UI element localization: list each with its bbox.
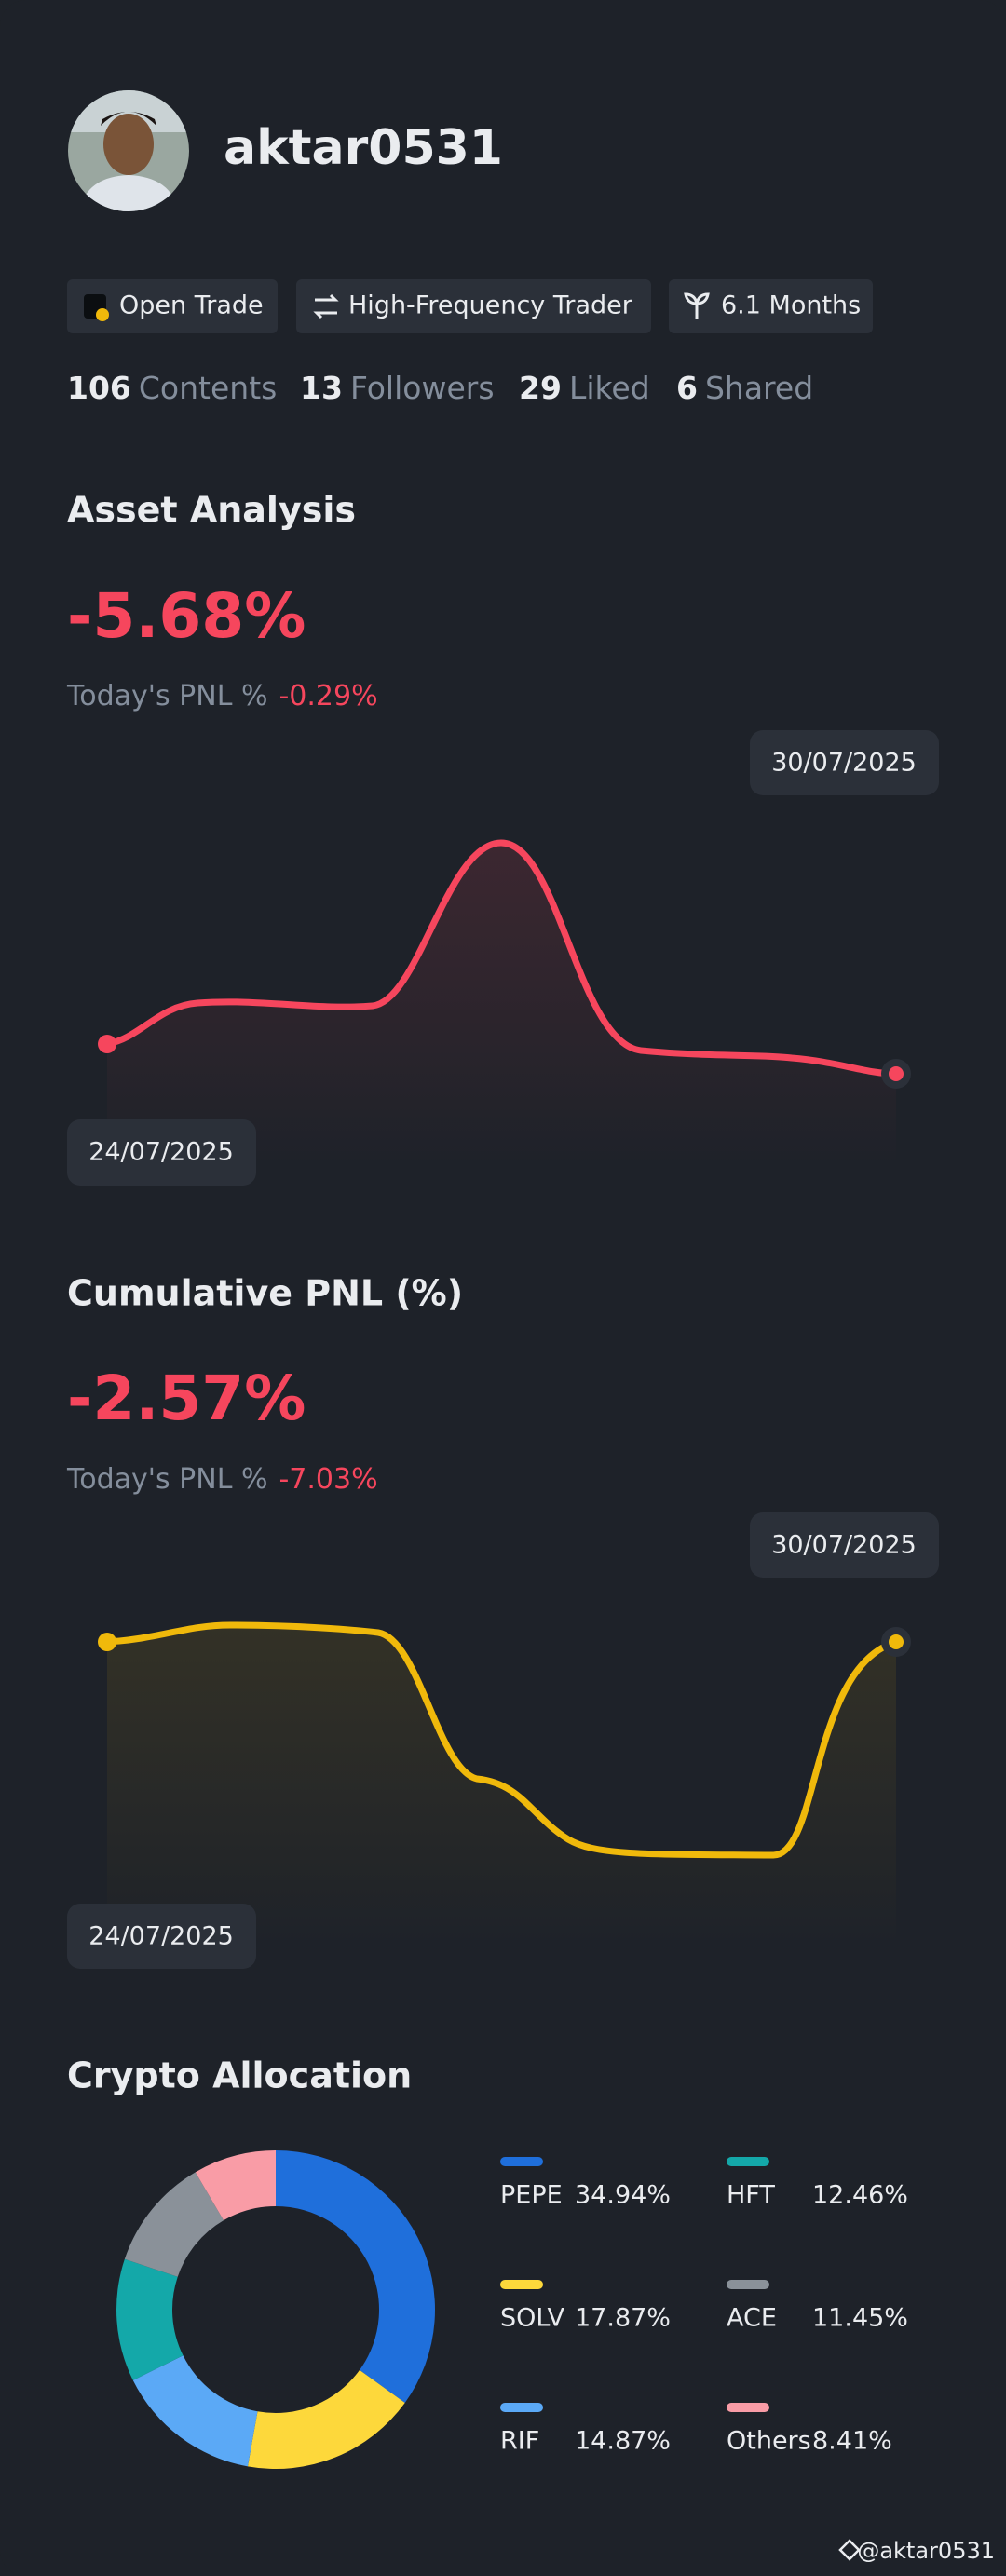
donut-segment xyxy=(124,2172,224,2277)
legend-value: 14.87% xyxy=(575,2427,671,2456)
donut-segment xyxy=(276,2150,435,2403)
badge: 6.1 Months xyxy=(669,279,873,333)
watermark: @aktar0531 xyxy=(838,2538,995,2564)
stat-count: 6 xyxy=(676,370,698,406)
stat-label: Followers xyxy=(350,370,495,406)
legend-value: 17.87% xyxy=(575,2304,671,2333)
watermark-text: @aktar0531 xyxy=(857,2538,995,2564)
stats: 106 Contents 13 Followers 29 Liked 6 Shared xyxy=(67,370,813,406)
legend-name: RIF xyxy=(500,2427,539,2456)
area xyxy=(107,843,896,1167)
avatar[interactable] xyxy=(68,90,189,214)
date-box xyxy=(67,1119,256,1186)
start-dot xyxy=(98,1633,116,1651)
legend-value: 8.41% xyxy=(812,2427,892,2456)
donut xyxy=(116,2150,435,2469)
legend-value: 12.46% xyxy=(812,2181,908,2210)
legend-swatch xyxy=(500,2403,543,2412)
section-title: Cumulative PNL (%) xyxy=(67,1273,463,1314)
legend-value: 34.94% xyxy=(575,2181,671,2210)
legend-name: PEPE xyxy=(500,2181,563,2210)
start-date: 24/07/2025 xyxy=(88,1922,234,1951)
badge: High-Frequency Trader xyxy=(296,279,651,333)
today-pnl: Today's PNL % -0.29% xyxy=(66,680,378,712)
today-label: Today's PNL % xyxy=(66,680,267,712)
donut-segment xyxy=(132,2355,258,2467)
today-label: Today's PNL % xyxy=(66,1463,267,1496)
legend-swatch xyxy=(500,2280,543,2289)
big-value: -2.57% xyxy=(67,1363,306,1434)
section-title: Asset Analysis xyxy=(67,490,356,531)
date-box xyxy=(750,1512,939,1578)
today-value: -7.03% xyxy=(279,1463,377,1496)
date-box xyxy=(67,1904,256,1969)
line xyxy=(106,839,897,1078)
donut-segment xyxy=(247,2369,405,2469)
stat-count: 13 xyxy=(300,370,343,406)
donut-segment xyxy=(195,2150,276,2221)
end-dot xyxy=(889,1634,904,1649)
end-dot xyxy=(889,1066,904,1081)
line xyxy=(106,1621,898,1859)
legend-name: HFT xyxy=(727,2181,775,2210)
stat-label: Contents xyxy=(139,370,277,406)
stat-label: Liked xyxy=(569,370,650,406)
legend-name: Others xyxy=(727,2427,811,2456)
legend-swatch xyxy=(727,2157,769,2166)
section-title: Crypto Allocation xyxy=(67,2055,412,2096)
end-date: 30/07/2025 xyxy=(771,749,917,778)
today-pnl: Today's PNL % -7.03% xyxy=(66,1463,378,1496)
legend-name: ACE xyxy=(727,2304,777,2333)
start-dot xyxy=(98,1035,116,1053)
stat-count: 106 xyxy=(67,370,131,406)
badge-label: 6.1 Months xyxy=(721,291,861,320)
end-date: 30/07/2025 xyxy=(771,1531,917,1560)
legend-value: 11.45% xyxy=(812,2304,908,2333)
date-box xyxy=(750,730,939,795)
badge-label: Open Trade xyxy=(119,291,264,320)
stat-count: 29 xyxy=(519,370,562,406)
legend-name: SOLV xyxy=(500,2304,564,2333)
badge: Open Trade xyxy=(67,279,278,333)
stat-label: Shared xyxy=(705,370,813,406)
today-value: -0.29% xyxy=(279,680,377,712)
legend: PEPE 34.94% SOLV 17.87% RIF 14.87% HFT 12.46% AC… xyxy=(500,2157,908,2456)
legend-swatch xyxy=(727,2280,769,2289)
username: aktar0531 xyxy=(224,120,503,176)
donut-segment xyxy=(116,2258,184,2380)
legend-swatch xyxy=(727,2403,769,2412)
badge-label: High-Frequency Trader xyxy=(348,291,633,320)
big-value: -5.68% xyxy=(67,580,306,652)
legend-swatch xyxy=(500,2157,543,2166)
start-date: 24/07/2025 xyxy=(88,1138,234,1167)
